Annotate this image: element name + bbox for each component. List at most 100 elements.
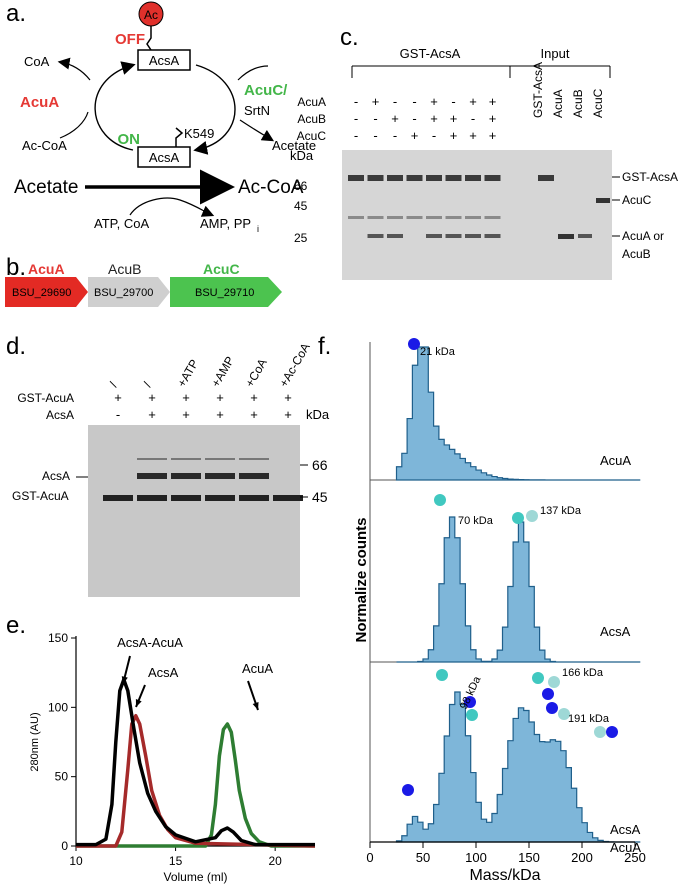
d-band-gst-acua [273,495,303,501]
c-band-faint [445,216,462,219]
gene-acub-name: AcuB [108,261,141,277]
c-sign-cell: - [393,94,397,109]
panel-c-letter: c. [340,24,359,51]
gene-acua-arrow [5,277,88,307]
input-group-label: Input [541,46,570,61]
ac-coa-left-label: Ac-CoA [22,138,67,153]
amp-pp-subscript: i [257,224,259,234]
d-band-acsa [205,473,235,479]
gst-acsa-group-label: GST-AcsA [400,46,461,61]
c-sign-cell: + [489,94,497,109]
ac-coa-main-label: Ac-CoA [238,177,304,198]
c-sign-cell: - [393,128,397,143]
c-sign-cell: - [471,111,475,126]
amp-pp-label: AMP, PP [200,216,251,231]
f-label-acsa: AcsA [600,624,631,639]
acua-enzyme-label: AcuA [20,94,59,111]
c-sign-cell: - [412,94,416,109]
c-sign-cell: - [373,111,377,126]
c-band-gst-acsa [426,175,442,181]
d-sign-cell: + [250,390,258,405]
row-acuc-label: AcuC [297,129,327,143]
c-sign-cell: - [354,128,358,143]
panel-c-sign-grid: - + - - + - + +- - + - + + - +- - - + - + + + [354,94,496,143]
c-sign-cell: + [372,94,380,109]
c-sign-cell: - [354,94,358,109]
c-band-gst-acsa [465,175,481,181]
f-xtick: 200 [571,850,593,865]
f-peak-21: 21 kDa [420,346,456,358]
c-band-faint [426,216,442,219]
e-series-acsa-acua [76,677,315,847]
c-band-input-gst [538,175,554,181]
c-sign-cell: + [430,94,438,109]
c-sign-cell: - [412,111,416,126]
d-sign-cell: + [182,390,190,405]
gene-acuc-arrow [170,277,282,307]
acsa-bottom-box [137,146,191,168]
f-label-acua: AcuA [600,453,631,468]
srtn-label: SrtN [244,103,270,118]
d-left-gst-acua: GST-AcuA [12,489,69,503]
f-histogram [395,691,641,843]
f-structure-icon [558,708,570,720]
d-band-faint [137,458,167,460]
d-sign-cell: + [284,390,292,405]
f-peak-166: 166 kDa [562,667,604,679]
f-ylabel: Normalize counts [353,517,370,642]
panel-c-gel: GST-AcsA Input AcuA AcuB AcuC - + - - + - + +- -… [290,46,678,280]
chromatogram-chart: 0 50 100 150 10 15 20 Volume (ml) 280nm (AU) AcsA… [29,631,316,884]
f-structure-icon [512,512,524,524]
d-band-faint [239,458,269,460]
panel-d-sign-grid: + + + + + + - + + + + + [114,390,292,422]
d-sign-cell: + [216,390,224,405]
ac-badge-text: Ac [144,8,158,22]
acetate-right-label: Acetate [272,138,316,153]
d-sign-cell: + [216,407,224,422]
f-structure-icon [466,709,478,721]
f-structure-icon [408,338,420,350]
c-sign-cell: - [451,94,455,109]
c-sign-cell: + [450,111,458,126]
c-band-faint [484,216,501,219]
c-band-small [465,234,481,238]
e-xtick: 15 [169,854,183,868]
c-band-small [387,234,403,238]
d-sign-cell: + [182,407,190,422]
c-sign-cell: - [354,111,358,126]
input-lane-gst-acsa: GST-AcsA [531,62,545,118]
c-sign-cell: - [373,128,377,143]
d-band-gst-acua [239,495,269,501]
d-band-faint [171,458,201,460]
panel-b-gene-map: AcuA AcuB AcuC BSU_29690 BSU_29700 BSU_2… [5,261,282,307]
d-lane-header: / [140,379,154,389]
f-structure-icon [402,784,414,796]
c-band-faint [406,216,423,219]
acuc-enzyme-label: AcuC/ [244,82,288,99]
panel-d-gel: / / +ATP +AMP +CoA +Ac-CoA GST-AcuA AcsA + + + +… [12,341,330,597]
c-band-small [445,234,462,238]
marker-66-d: 66 [312,457,328,473]
c-band-small [367,234,384,238]
row-acua-label: AcuA [297,95,326,109]
d-band-gst-acua [103,495,133,501]
gene-acuc-name: AcuC [203,261,240,277]
e-ytick: 0 [61,839,68,853]
c-sign-cell: + [489,111,497,126]
d-row-acsa: AcsA [46,408,74,422]
f-structure-icon [548,676,560,688]
panel-d-kda-label: kDa [306,407,330,422]
e-annotation: AcuA [242,661,273,676]
e-annotation: AcsA [148,665,179,680]
right-label-gst-acsa: GST-AcsA [622,170,678,184]
e-ytick: 100 [48,700,68,714]
input-lane-acuc: AcuC [591,88,605,118]
d-sign-cell: + [114,390,122,405]
c-band-input-acuc [596,198,610,203]
d-sign-cell: + [284,407,292,422]
c-band-faint [387,216,403,219]
c-band-gst-acsa [387,175,403,181]
mass-photometry-chart: Normalize counts Mass/kDa 0 50 100 150 200 25… [353,338,646,884]
panel-c-gel-image [342,150,612,280]
c-sign-cell: + [450,128,458,143]
